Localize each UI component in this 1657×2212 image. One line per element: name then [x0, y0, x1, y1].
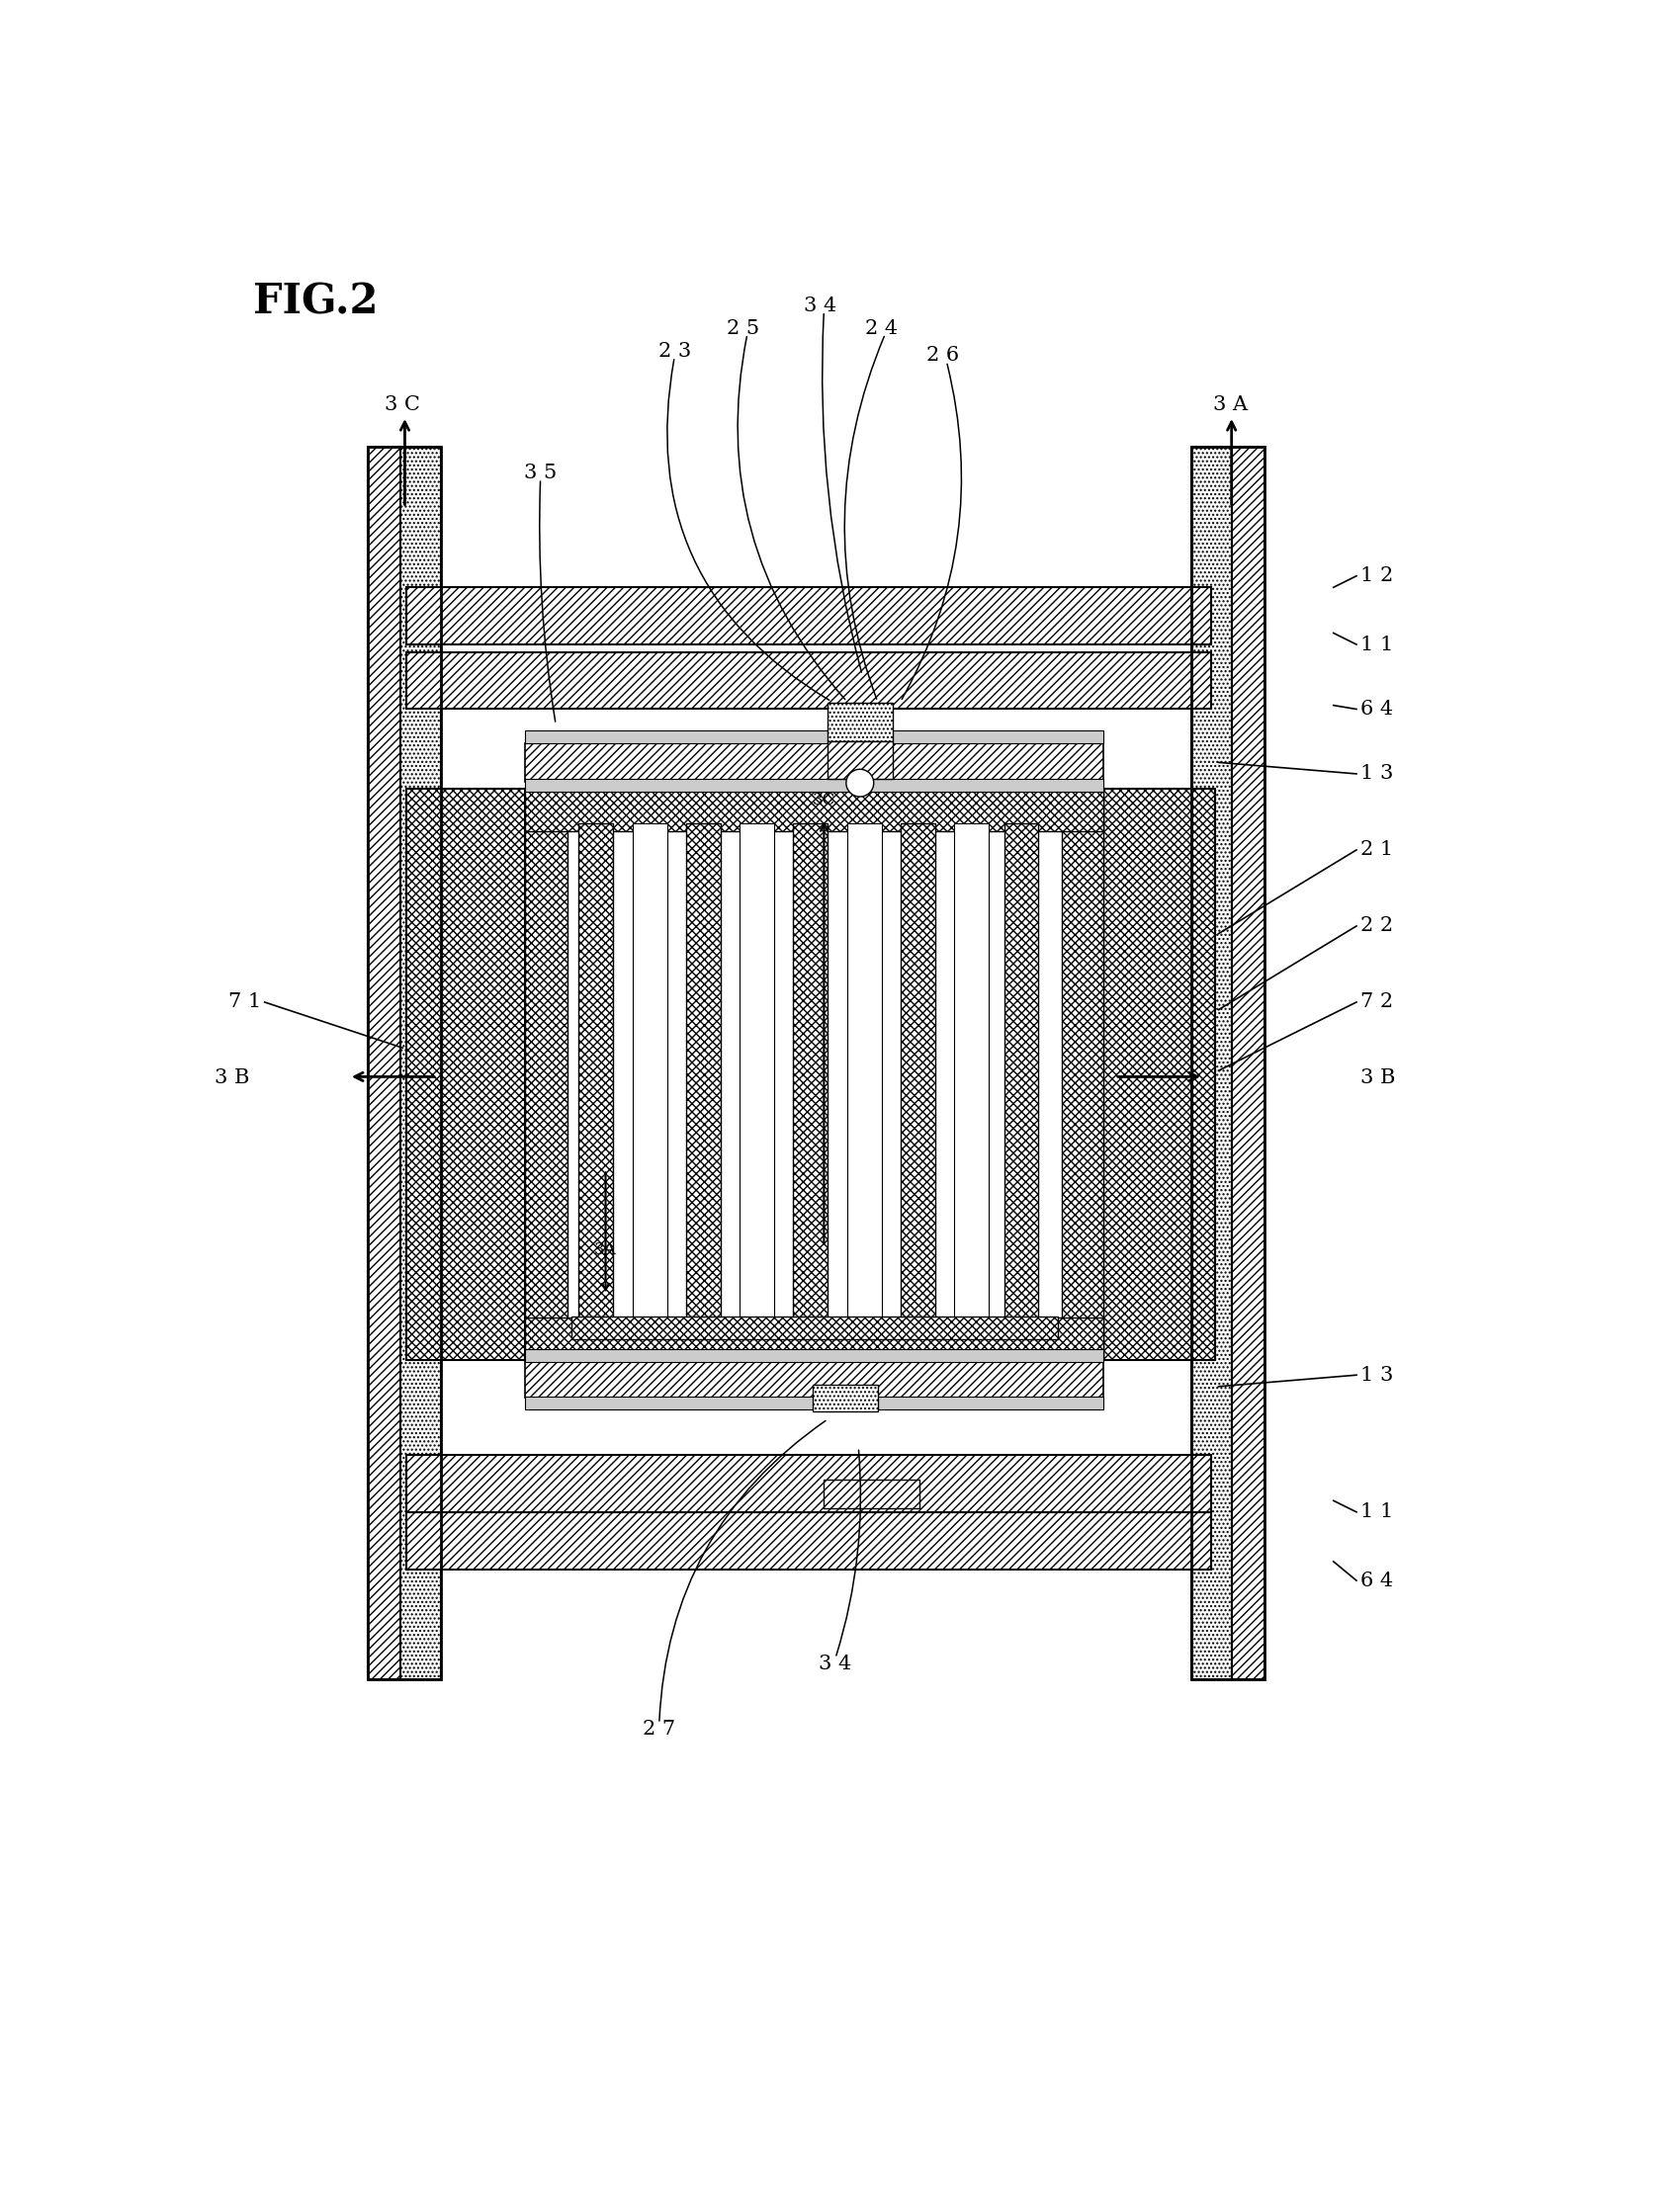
- Text: 1 3: 1 3: [1360, 765, 1394, 783]
- Bar: [1231, 447, 1264, 1679]
- Bar: [368, 447, 401, 1679]
- Circle shape: [847, 770, 873, 796]
- Bar: [572, 1316, 1057, 1338]
- Bar: [525, 743, 1104, 781]
- Bar: [525, 790, 1104, 1360]
- Bar: [900, 823, 935, 1318]
- Bar: [1191, 447, 1231, 1679]
- Text: 3 4: 3 4: [819, 1655, 852, 1674]
- Text: 3 C: 3 C: [384, 396, 421, 414]
- Text: 3 B: 3 B: [214, 1068, 249, 1088]
- Text: 7 1: 7 1: [229, 993, 260, 1011]
- Bar: [1092, 790, 1215, 1360]
- Text: 2 7: 2 7: [643, 1719, 676, 1739]
- Text: 2 4: 2 4: [865, 319, 898, 338]
- Bar: [525, 1318, 1104, 1360]
- Text: 3 A: 3 A: [1213, 396, 1248, 414]
- Bar: [525, 790, 1104, 832]
- Text: 1 3: 1 3: [1360, 1365, 1394, 1385]
- Bar: [406, 1513, 1211, 1568]
- Bar: [828, 703, 893, 741]
- Text: 7 2: 7 2: [1360, 993, 1394, 1011]
- Bar: [739, 823, 774, 1318]
- Text: 3 4: 3 4: [804, 296, 837, 314]
- Text: 1 1: 1 1: [1360, 635, 1394, 655]
- Bar: [828, 741, 893, 779]
- Bar: [406, 1455, 1211, 1513]
- Text: 2 2: 2 2: [1360, 916, 1394, 936]
- Text: FIG.2: FIG.2: [254, 281, 378, 323]
- Bar: [824, 1480, 920, 1509]
- Text: 2 3: 2 3: [658, 343, 691, 361]
- Bar: [525, 1349, 1104, 1363]
- Text: 6 4: 6 4: [1360, 1571, 1394, 1590]
- Text: 3C: 3C: [812, 792, 835, 810]
- Bar: [847, 823, 882, 1318]
- Bar: [368, 447, 441, 1679]
- Bar: [686, 823, 721, 1318]
- Bar: [406, 790, 529, 1360]
- Bar: [954, 823, 989, 1318]
- Text: 1 2: 1 2: [1360, 566, 1394, 586]
- Bar: [406, 653, 1211, 710]
- Bar: [525, 730, 1104, 743]
- Text: 3 B: 3 B: [1360, 1068, 1395, 1088]
- Text: 2 5: 2 5: [727, 319, 761, 338]
- Bar: [633, 823, 666, 1318]
- Bar: [525, 1360, 1104, 1398]
- Bar: [578, 823, 613, 1318]
- Text: 3A: 3A: [595, 1241, 616, 1259]
- Bar: [1191, 447, 1264, 1679]
- Text: 3 5: 3 5: [524, 465, 557, 482]
- Bar: [794, 823, 828, 1318]
- Text: 6 4: 6 4: [1360, 699, 1394, 719]
- Bar: [406, 588, 1211, 644]
- Bar: [525, 1396, 1104, 1409]
- Bar: [1004, 823, 1039, 1318]
- Bar: [812, 1385, 878, 1411]
- Text: 2 1: 2 1: [1360, 841, 1394, 858]
- Bar: [1062, 790, 1104, 1360]
- Bar: [525, 790, 567, 1360]
- Bar: [525, 779, 1104, 792]
- Bar: [401, 447, 441, 1679]
- Text: 1 1: 1 1: [1360, 1502, 1394, 1522]
- Text: 2 6: 2 6: [926, 345, 959, 365]
